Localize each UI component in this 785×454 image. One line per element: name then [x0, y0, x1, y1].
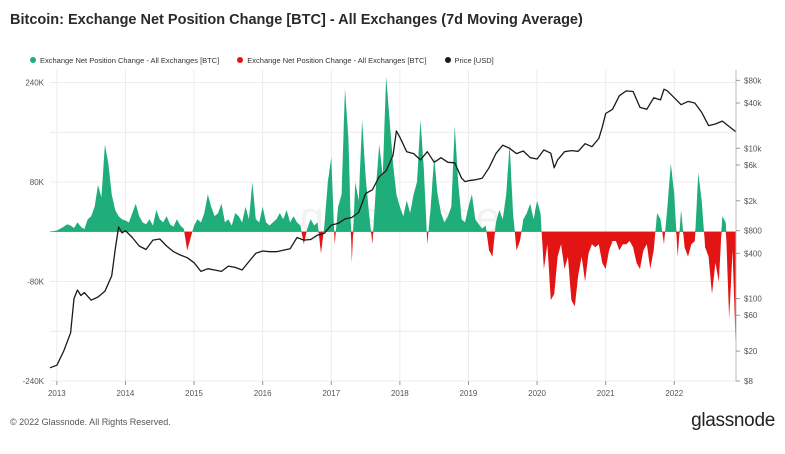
y-left-tick-label: -80K	[27, 277, 45, 286]
area-series	[50, 76, 736, 357]
chart-title: Bitcoin: Exchange Net Position Change [B…	[10, 12, 583, 28]
price-line-path	[49, 88, 737, 369]
x-tick-label: 2015	[185, 389, 203, 398]
x-tick-label: 2016	[254, 389, 272, 398]
legend-item-price[interactable]: Price [USD]	[444, 55, 494, 65]
legend-label: Exchange Net Position Change - All Excha…	[247, 55, 427, 65]
y-right-tick-label: $10k	[744, 144, 762, 153]
y-right-tick-label: $2k	[744, 197, 758, 206]
net-position-positive-area	[50, 76, 736, 232]
x-tick-label: 2013	[48, 389, 66, 398]
legend-dot-red	[237, 57, 244, 63]
y-right-tick-label: $800	[744, 227, 762, 236]
price-line	[49, 88, 737, 369]
y-left-tick-label: -240K	[23, 377, 45, 386]
y-right-tick-label: $6k	[744, 161, 758, 170]
y-right-tick-label: $100	[744, 295, 762, 304]
legend-item-outflow[interactable]: Exchange Net Position Change - All Excha…	[237, 55, 427, 65]
y-right-tick-label: $8	[744, 377, 753, 386]
y-right-tick-label: $400	[744, 249, 762, 258]
brand-logo: glassnode	[691, 410, 775, 431]
legend-item-inflow[interactable]: Exchange Net Position Change - All Excha…	[30, 56, 219, 65]
legend-dot-green	[30, 57, 36, 63]
x-tick-label: 2022	[665, 389, 683, 398]
legend: Exchange Net Position Change - All Excha…	[30, 54, 494, 66]
x-tick-label: 2019	[460, 389, 478, 398]
legend-dot-black	[444, 57, 451, 63]
y-right-tick-label: $60	[744, 311, 758, 320]
x-tick-label: 2021	[597, 389, 615, 398]
y-right-tick-label: $40k	[744, 99, 762, 108]
y-right-tick-label: $80k	[744, 76, 762, 85]
x-tick-label: 2014	[117, 389, 135, 398]
net-position-negative-area	[50, 231, 736, 357]
copyright-text: © 2022 Glassnode. All Rights Reserved.	[10, 417, 171, 427]
legend-label: Exchange Net Position Change - All Excha…	[40, 55, 220, 65]
y-right-tick-label: $20	[744, 347, 758, 356]
y-left-tick-label: 80K	[30, 178, 45, 187]
x-tick-label: 2017	[322, 389, 340, 398]
x-tick-label: 2018	[391, 389, 409, 398]
y-left-tick-label: 240K	[25, 78, 44, 87]
legend-label: Price [USD]	[454, 55, 494, 65]
x-tick-label: 2020	[528, 389, 546, 398]
